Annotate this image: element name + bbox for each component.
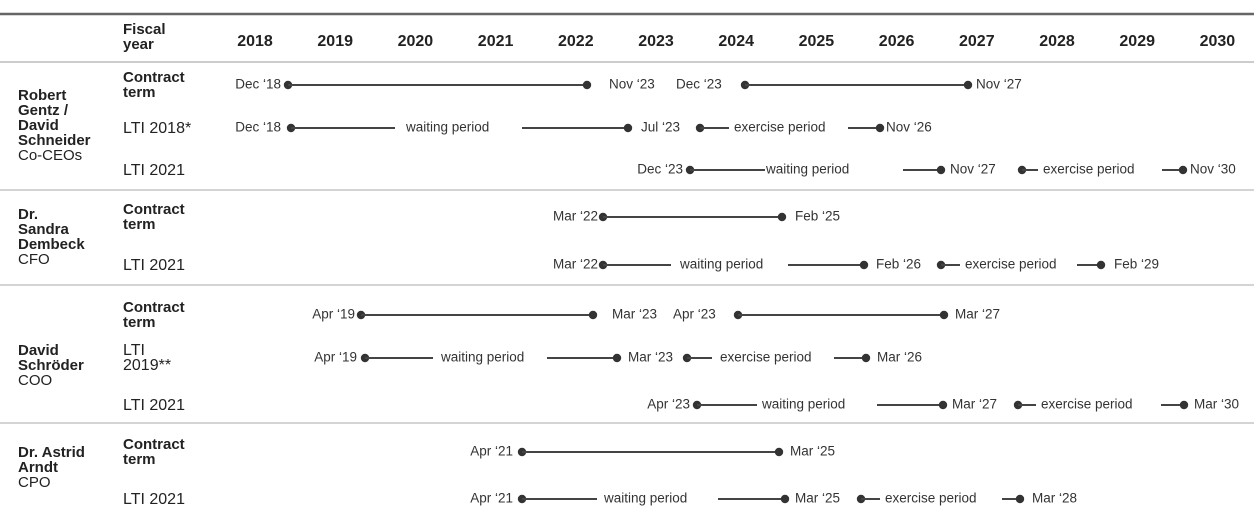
timeline-label: waiting period [765, 162, 849, 177]
timeline-label: Nov ‘23 [609, 77, 655, 92]
timeline-dot [963, 80, 973, 90]
year-label: 2021 [478, 33, 514, 50]
timeline-dot [861, 353, 871, 363]
timeline-label: Apr ‘21 [470, 444, 513, 459]
timeline-dot [1096, 260, 1106, 270]
timeline-label: waiting period [440, 350, 524, 365]
year-label: 2022 [558, 33, 594, 50]
timeline-label: Nov ‘27 [950, 162, 996, 177]
timeline-label: Apr ‘21 [470, 491, 513, 506]
year-label: 2030 [1200, 33, 1236, 50]
timeline-label: Nov ‘26 [886, 120, 932, 135]
person-role: Co-CEOs [18, 147, 83, 164]
person-name: Robert Gentz / David Schneider [18, 87, 91, 149]
timeline-dot [1178, 165, 1188, 175]
year-label: 2025 [799, 33, 835, 50]
timeline-label: Mar ‘22 [553, 209, 598, 224]
timeline-label: Apr ‘19 [312, 307, 355, 322]
timeline-label: exercise period [734, 120, 826, 135]
year-label: 2018 [237, 33, 273, 50]
timeline-dot [1179, 400, 1189, 410]
timeline-label: Nov ‘27 [976, 77, 1022, 92]
year-label: 2027 [959, 33, 995, 50]
timeline-label: Mar ‘25 [795, 491, 840, 506]
person-name: Dr. Sandra Dembeck [18, 206, 85, 253]
row-label: LTI 2021 [123, 490, 185, 508]
timeline-label: exercise period [1043, 162, 1135, 177]
timeline-dot [777, 212, 787, 222]
timeline-label: Jul ‘23 [641, 120, 680, 135]
timeline-label: Feb ‘29 [1114, 257, 1159, 272]
row-label: LTI 2021 [123, 396, 185, 414]
person-role: COO [18, 372, 53, 389]
year-label: 2019 [317, 33, 353, 50]
timeline-label: Apr ‘23 [647, 397, 690, 412]
row-label: Contract term [123, 69, 185, 101]
year-label: 2028 [1039, 33, 1075, 50]
timeline-dot [859, 260, 869, 270]
row-label: LTI 2018* [123, 119, 192, 137]
person-name: David Schröder [18, 342, 84, 374]
year-label: 2026 [879, 33, 915, 50]
timeline-label: waiting period [761, 397, 845, 412]
row-label: LTI 2021 [123, 161, 185, 179]
timeline-label: Apr ‘19 [314, 350, 357, 365]
row-label: Contract term [123, 201, 185, 233]
header-label: Fiscal year [123, 21, 166, 53]
timeline-label: exercise period [885, 491, 977, 506]
timeline-dot [588, 310, 598, 320]
timeline-label: Mar ‘28 [1032, 491, 1077, 506]
timeline-label: waiting period [405, 120, 489, 135]
timeline-label: Mar ‘30 [1194, 397, 1239, 412]
timeline-dot [774, 447, 784, 457]
timeline-label: Mar ‘27 [952, 397, 997, 412]
timeline-label: Mar ‘27 [955, 307, 1000, 322]
timeline-label: waiting period [603, 491, 687, 506]
timeline-label: Nov ‘30 [1190, 162, 1236, 177]
row-label: LTI 2019** [123, 342, 172, 374]
row-label: Contract term [123, 436, 185, 468]
year-label: 2024 [718, 33, 754, 50]
timeline-label: exercise period [720, 350, 812, 365]
timeline-label: Feb ‘26 [876, 257, 921, 272]
timeline-label: Mar ‘23 [628, 350, 673, 365]
timeline-label: Apr ‘23 [673, 307, 716, 322]
row-label: LTI 2021 [123, 256, 185, 274]
year-label: 2029 [1119, 33, 1155, 50]
timeline-label: exercise period [965, 257, 1057, 272]
person-role: CFO [18, 251, 50, 268]
timeline-dot [939, 310, 949, 320]
timeline-label: Dec ‘18 [235, 120, 281, 135]
year-label: 2020 [398, 33, 434, 50]
timeline-label: Dec ‘23 [676, 77, 722, 92]
timeline-label: Mar ‘25 [790, 444, 835, 459]
timeline-dot [1015, 494, 1025, 504]
timeline-dot [612, 353, 622, 363]
person-name: Dr. Astrid Arndt [18, 444, 85, 476]
timeline-dot [875, 123, 885, 133]
person-role: CPO [18, 474, 51, 491]
timeline-dot [780, 494, 790, 504]
timeline-label: Mar ‘26 [877, 350, 922, 365]
timeline-label: Dec ‘18 [235, 77, 281, 92]
timeline-dot [938, 400, 948, 410]
timeline-label: waiting period [679, 257, 763, 272]
timeline-dot [936, 165, 946, 175]
timeline-label: exercise period [1041, 397, 1133, 412]
timeline-label: Mar ‘23 [612, 307, 657, 322]
timeline-label: Feb ‘25 [795, 209, 840, 224]
timeline-dot [623, 123, 633, 133]
year-label: 2023 [638, 33, 674, 50]
timeline-dot [582, 80, 592, 90]
row-label: Contract term [123, 299, 185, 331]
timeline-label: Dec ‘23 [637, 162, 683, 177]
timeline-label: Mar ‘22 [553, 257, 598, 272]
